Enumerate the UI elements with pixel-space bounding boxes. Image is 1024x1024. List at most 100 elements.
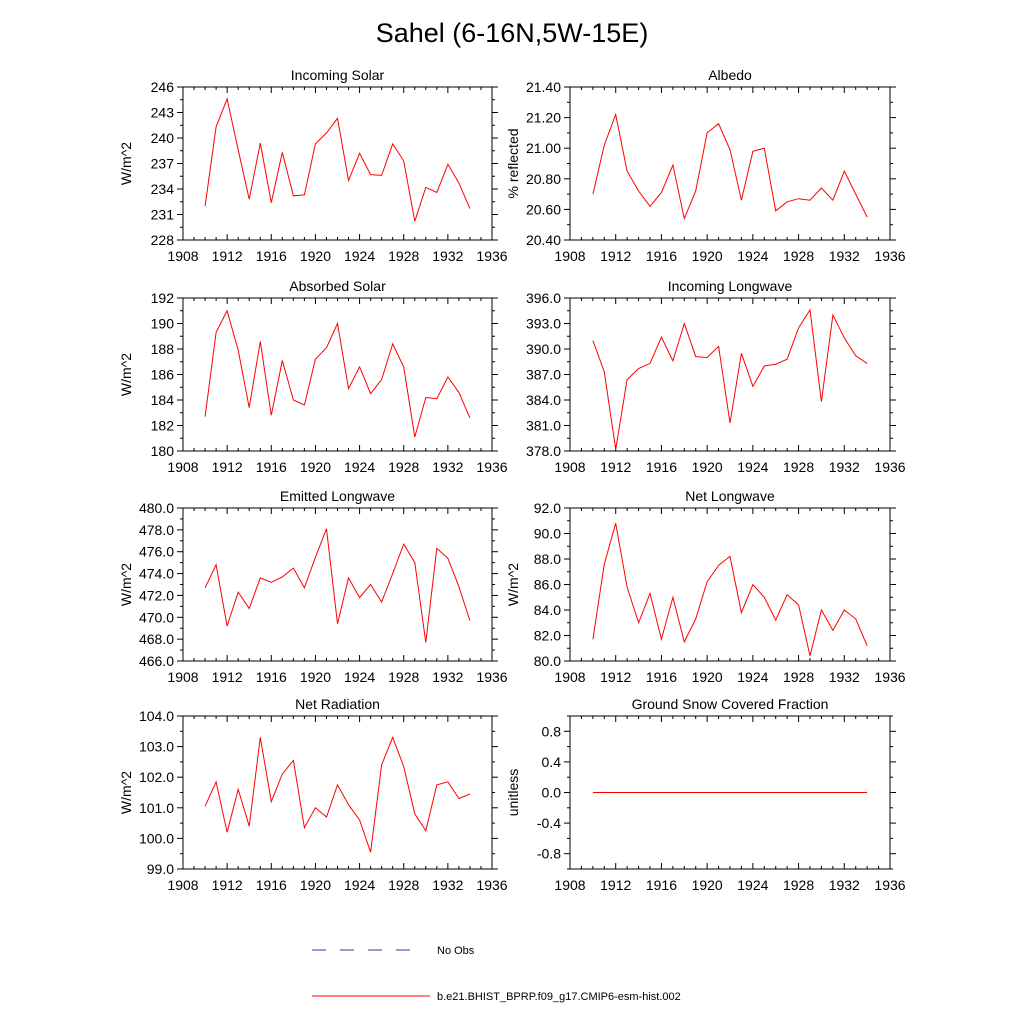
panel-title: Albedo xyxy=(708,67,752,83)
series-line xyxy=(592,308,868,450)
x-tick-label: 1932 xyxy=(432,459,463,475)
plot-frame xyxy=(182,715,493,870)
x-tick-label: 1912 xyxy=(212,669,243,685)
legend-obs-label: No Obs xyxy=(437,945,475,957)
panel-title: Emitted Longwave xyxy=(280,488,395,504)
x-tick-label: 1920 xyxy=(300,877,331,893)
x-tick-label: 1924 xyxy=(344,248,375,264)
x-tick-label: 1936 xyxy=(874,669,905,685)
panel-net-longwave: Net Longwave W/m^2 1908 1912 1916 1920 1924 192… xyxy=(505,488,906,685)
chart-panels: Incoming Solar W/m^2 1908 1912 1916 1920 1924 1… xyxy=(118,67,906,893)
y-tick-label: 472.0 xyxy=(139,587,174,603)
y-tick-label: 387.0 xyxy=(526,367,561,383)
x-tick-label: 1916 xyxy=(646,669,677,685)
y-tick-label: 186 xyxy=(151,367,175,383)
x-tick-label: 1912 xyxy=(600,877,631,893)
panel-title: Incoming Solar xyxy=(291,67,385,83)
y-tick-label: 88.0 xyxy=(534,551,561,567)
y-tick-label: 182 xyxy=(151,418,175,434)
y-tick-label: 468.0 xyxy=(139,631,174,647)
y-tick-label: 184 xyxy=(151,392,175,408)
y-tick-label: 480.0 xyxy=(139,500,174,516)
x-tick-label: 1916 xyxy=(256,877,287,893)
x-tick-label: 1916 xyxy=(256,459,287,475)
plot-frame xyxy=(569,507,891,662)
series-line xyxy=(592,523,868,657)
x-tick-label: 1924 xyxy=(737,459,768,475)
y-tick-label: 103.0 xyxy=(139,739,174,755)
x-tick-label: 1936 xyxy=(476,459,507,475)
x-tick-label: 1916 xyxy=(646,459,677,475)
x-tick-label: 1928 xyxy=(388,248,419,264)
x-tick-label: 1908 xyxy=(554,248,585,264)
x-tick-label: 1932 xyxy=(432,669,463,685)
x-tick-label: 1916 xyxy=(256,248,287,264)
y-tick-label: 476.0 xyxy=(139,544,174,560)
y-axis-label: W/m^2 xyxy=(118,142,134,185)
y-tick-label: 21.40 xyxy=(526,79,561,95)
x-tick-label: 1916 xyxy=(646,248,677,264)
y-tick-label: 100.0 xyxy=(139,830,174,846)
y-axis-label: % reflected xyxy=(505,128,521,198)
y-tick-label: 474.0 xyxy=(139,566,174,582)
x-tick-label: 1928 xyxy=(388,877,419,893)
x-tick-label: 1920 xyxy=(692,877,723,893)
x-tick-label: 1928 xyxy=(783,459,814,475)
y-tick-label: 82.0 xyxy=(534,628,561,644)
y-tick-label: 101.0 xyxy=(139,800,174,816)
x-tick-label: 1936 xyxy=(874,248,905,264)
x-tick-label: 1936 xyxy=(476,877,507,893)
x-tick-label: 1920 xyxy=(300,248,331,264)
plot-frame xyxy=(182,297,493,452)
x-tick-label: 1936 xyxy=(476,248,507,264)
y-tick-label: 381.0 xyxy=(526,418,561,434)
x-tick-label: 1912 xyxy=(212,459,243,475)
x-tick-label: 1916 xyxy=(646,877,677,893)
x-tick-label: 1924 xyxy=(344,877,375,893)
y-axis-label: W/m^2 xyxy=(505,563,521,606)
page-title: Sahel (6-16N,5W-15E) xyxy=(376,18,649,48)
x-tick-label: 1932 xyxy=(829,877,860,893)
x-tick-label: 1924 xyxy=(737,248,768,264)
y-tick-label: 99.0 xyxy=(147,861,174,877)
panel-title: Ground Snow Covered Fraction xyxy=(632,696,829,712)
y-tick-label: 188 xyxy=(151,341,175,357)
x-tick-label: 1908 xyxy=(554,459,585,475)
y-tick-label: 20.80 xyxy=(526,171,561,187)
x-tick-label: 1912 xyxy=(212,877,243,893)
x-tick-label: 1920 xyxy=(692,459,723,475)
panel-incoming-solar: Incoming Solar W/m^2 1908 1912 1916 1920 1924 1… xyxy=(118,67,508,264)
panel-title: Net Longwave xyxy=(685,488,775,504)
panel-ground-snow-covered-fraction: Ground Snow Covered Fraction unitless 1908… xyxy=(505,696,906,893)
x-tick-label: 1908 xyxy=(554,877,585,893)
y-tick-label: 21.20 xyxy=(526,110,561,126)
panel-net-radiation: Net Radiation W/m^2 1908 1912 1916 1920 1924 19… xyxy=(118,696,508,893)
y-tick-label: 378.0 xyxy=(526,443,561,459)
panel-albedo: Albedo % reflected 1908 1912 1916 1920 1924 192… xyxy=(505,67,906,264)
y-tick-label: -0.8 xyxy=(537,846,561,862)
y-tick-label: 90.0 xyxy=(534,526,561,542)
x-tick-label: 1924 xyxy=(737,877,768,893)
y-tick-label: 92.0 xyxy=(534,500,561,516)
y-tick-label: 231 xyxy=(151,207,175,223)
y-tick-label: 86.0 xyxy=(534,577,561,593)
y-tick-label: -0.4 xyxy=(537,815,561,831)
y-tick-label: 240 xyxy=(151,130,175,146)
x-tick-label: 1912 xyxy=(600,459,631,475)
series-line xyxy=(204,97,471,222)
y-tick-label: 0.0 xyxy=(542,785,562,801)
panel-title: Absorbed Solar xyxy=(289,278,386,294)
y-tick-label: 246 xyxy=(151,79,175,95)
x-tick-label: 1932 xyxy=(829,669,860,685)
plot-frame xyxy=(182,507,493,662)
panel-title: Net Radiation xyxy=(295,696,380,712)
plot-frame xyxy=(569,86,891,241)
x-tick-label: 1908 xyxy=(167,877,198,893)
y-tick-label: 396.0 xyxy=(526,290,561,306)
x-tick-label: 1920 xyxy=(300,459,331,475)
y-tick-label: 180 xyxy=(151,443,175,459)
y-tick-label: 384.0 xyxy=(526,392,561,408)
panel-incoming-longwave: Incoming Longwave 1908 1912 1916 1920 1924 192… xyxy=(526,278,906,475)
y-tick-label: 228 xyxy=(151,232,175,248)
